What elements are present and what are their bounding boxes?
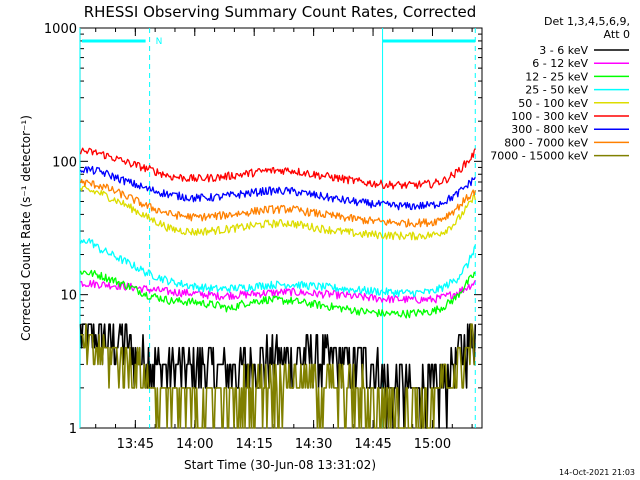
plot-layer: 1 10 100 1000 13:45 14:00 14:15 14:30 14:45 15:00… (44, 22, 483, 452)
chart-title: RHESSI Observing Summary Count Rates, Co… (84, 3, 477, 21)
x-tick-label: 13:45 (117, 437, 154, 452)
x-tick-label: 14:30 (295, 437, 332, 452)
legend-entry-label: 25 - 50 keV (525, 84, 588, 97)
series-line (79, 238, 476, 298)
legend-entry-label: 50 - 100 keV (518, 97, 588, 110)
y-tick-label: 10 (60, 289, 77, 304)
series-line (79, 165, 476, 211)
legend-entry-label: 800 - 7000 keV (504, 136, 588, 149)
legend-entry-label: 3 - 6 keV (539, 44, 588, 57)
series-line (79, 323, 477, 429)
x-axis-label: Start Time (30-Jun-08 13:31:02) (184, 458, 376, 472)
legend-entry-label: 300 - 800 keV (511, 123, 588, 136)
x-tick-label: 15:00 (414, 437, 451, 452)
y-tick-label: 1000 (44, 22, 77, 37)
legend-header-detectors: Det 1,3,4,5,6,9, (544, 15, 630, 28)
y-tick-label: 100 (52, 155, 77, 170)
series-line (80, 323, 476, 429)
x-tick-label: 14:15 (235, 437, 272, 452)
legend-header-attenuator: Att 0 (604, 28, 630, 41)
legend-entry-label: 100 - 300 keV (511, 110, 588, 123)
y-tick-label: 1 (69, 422, 77, 437)
legend-entry-label: 12 - 25 keV (525, 70, 588, 83)
legend-entry-label: 6 - 12 keV (532, 57, 588, 70)
footer-date: 14-Oct-2021 21:03 (559, 468, 635, 477)
series-line (79, 185, 476, 241)
series-line (79, 147, 476, 190)
night-marker-label: N (156, 37, 163, 47)
series-line (79, 178, 476, 228)
series-line (80, 279, 476, 304)
series-line (79, 269, 476, 319)
x-tick-label: 14:45 (354, 437, 391, 452)
y-axis-label: Corrected Count Rate (s⁻¹ detector⁻¹) (19, 115, 33, 341)
legend-entry-label: 7000 - 15000 keV (490, 150, 588, 163)
x-tick-label: 14:00 (176, 437, 213, 452)
